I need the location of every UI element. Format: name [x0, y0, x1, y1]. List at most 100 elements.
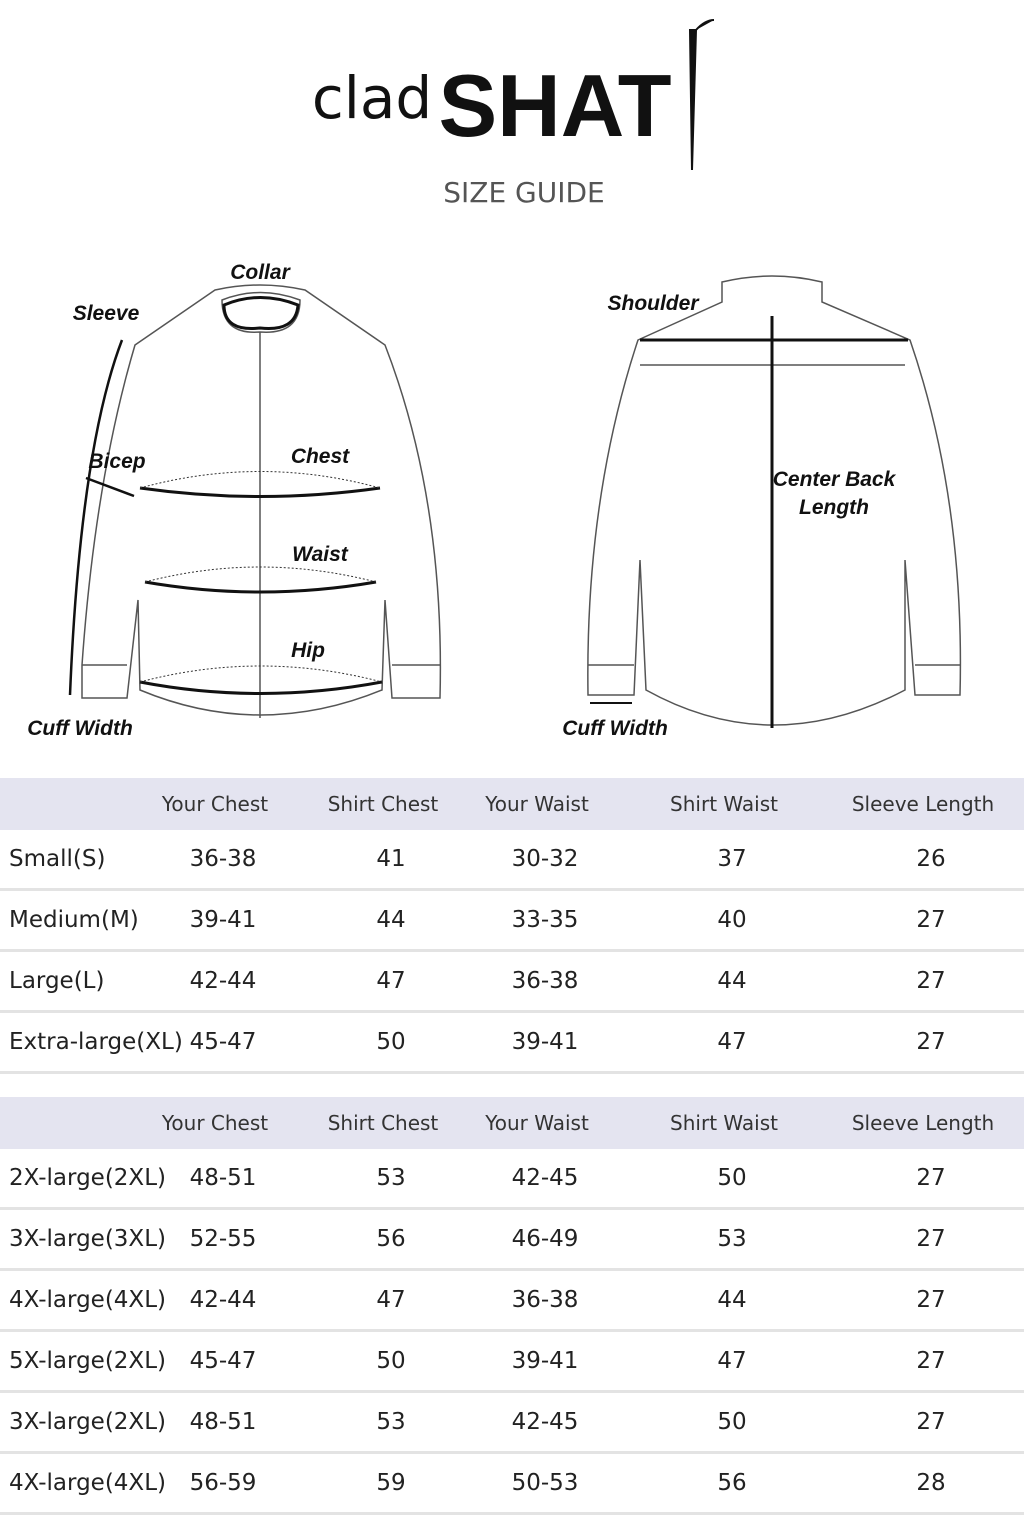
- header-and-diagram: clad SHAT SIZE GUIDE Collar Sleeve Bicep…: [27, 19, 962, 740]
- table-cell: 36-38: [511, 968, 579, 994]
- table-cell: 50: [376, 1348, 406, 1374]
- table-cell: 27: [916, 1409, 946, 1435]
- table-cell: 45-47: [189, 1029, 257, 1055]
- table-cell: 48-51: [189, 1409, 257, 1435]
- back-measures: [590, 316, 908, 728]
- shoulder-label: Shoulder: [607, 292, 700, 315]
- table-cell: 53: [376, 1165, 406, 1191]
- table-row: Small(S) 36-38 41 30-32 37 26: [0, 830, 1024, 891]
- table-row: 5X-large(2XL) 45-47 50 39-41 47 27: [0, 1332, 1024, 1393]
- chest-label: Chest: [291, 445, 350, 468]
- table-cell: 50: [376, 1029, 406, 1055]
- column-header: Your Waist: [485, 1111, 589, 1135]
- front-measures: [68, 296, 383, 696]
- table-cell: 59: [376, 1470, 406, 1496]
- hip-label: Hip: [291, 639, 325, 662]
- column-header: Your Chest: [161, 1111, 269, 1135]
- logo-light: clad: [312, 64, 432, 132]
- column-header: Your Waist: [485, 792, 589, 816]
- front-cuff-label: Cuff Width: [27, 717, 133, 740]
- table-cell: 27: [916, 1226, 946, 1252]
- column-header: Shirt Chest: [327, 792, 439, 816]
- table-cell: 28: [916, 1470, 946, 1496]
- size-name: 4X-large(4XL): [9, 1470, 166, 1496]
- column-header: Sleeve Length: [851, 1111, 995, 1135]
- table-row: 4X-large(4XL) 42-44 47 36-38 44 27: [0, 1271, 1024, 1332]
- table-cell: 53: [717, 1226, 747, 1252]
- table-cell: 42-45: [511, 1409, 579, 1435]
- table-cell: 46-49: [511, 1226, 579, 1252]
- column-header: Your Chest: [161, 792, 269, 816]
- bicep-label: Bicep: [88, 450, 145, 473]
- waist-label: Waist: [292, 543, 349, 566]
- size-name: Large(L): [9, 968, 105, 994]
- table-cell: 44: [717, 968, 747, 994]
- table-cell: 50: [717, 1165, 747, 1191]
- size-name: 5X-large(2XL): [9, 1348, 166, 1374]
- column-header: Shirt Waist: [670, 1111, 778, 1135]
- size-name: 3X-large(3XL): [9, 1226, 166, 1252]
- table-cell: 27: [916, 968, 946, 994]
- table-cell: 36-38: [189, 846, 257, 872]
- table-cell: 26: [916, 846, 946, 872]
- table-cell: 37: [717, 846, 747, 872]
- size-table: Your Chest Shirt Chest Your Waist Shirt Wai…: [0, 778, 1024, 1074]
- table-cell: 47: [376, 1287, 406, 1313]
- back-cuff-label: Cuff Width: [562, 717, 668, 740]
- table-cell: 53: [376, 1409, 406, 1435]
- table-cell: 47: [717, 1348, 747, 1374]
- table-row: Medium(M) 39-41 44 33-35 40 27: [0, 891, 1024, 952]
- column-header: Shirt Waist: [670, 792, 778, 816]
- table-row: 2X-large(2XL) 48-51 53 42-45 50 27: [0, 1149, 1024, 1210]
- table-cell: 36-38: [511, 1287, 579, 1313]
- back-shirt: [587, 275, 962, 726]
- table-cell: 39-41: [189, 907, 257, 933]
- table-header: Your Chest Shirt Chest Your Waist Shirt Wai…: [0, 1097, 1024, 1149]
- table-cell: 39-41: [511, 1029, 579, 1055]
- size-name: 2X-large(2XL): [9, 1165, 166, 1191]
- table-cell: 44: [376, 907, 406, 933]
- table-cell: 47: [717, 1029, 747, 1055]
- table-cell: 52-55: [189, 1226, 257, 1252]
- front-shirt: [81, 284, 442, 718]
- sleeve-label: Sleeve: [73, 302, 140, 325]
- table-cell: 27: [916, 1029, 946, 1055]
- center-back-label: Length: [799, 496, 869, 519]
- subtitle: SIZE GUIDE: [443, 176, 605, 209]
- table-cell: 33-35: [511, 907, 579, 933]
- collar-label: Collar: [230, 261, 291, 284]
- table-row: Extra-large(XL) 45-47 50 39-41 47 27: [0, 1013, 1024, 1074]
- center-back-label: Center Back: [773, 468, 897, 491]
- table-cell: 42-45: [511, 1165, 579, 1191]
- table-cell: 27: [916, 1165, 946, 1191]
- table-cell: 30-32: [511, 846, 579, 872]
- size-name: Small(S): [9, 846, 106, 872]
- front-dotted: [139, 471, 383, 683]
- table-cell: 27: [916, 1287, 946, 1313]
- size-name: Medium(M): [9, 907, 139, 933]
- table-cell: 42-44: [189, 968, 257, 994]
- size-name: 3X-large(2XL): [9, 1409, 166, 1435]
- column-header: Sleeve Length: [851, 792, 995, 816]
- table-cell: 56: [376, 1226, 406, 1252]
- logo-bold: SHAT: [438, 56, 671, 155]
- size-name: 4X-large(4XL): [9, 1287, 166, 1313]
- table-cell: 56: [717, 1470, 747, 1496]
- table-cell: 27: [916, 907, 946, 933]
- table-cell: 47: [376, 968, 406, 994]
- size-table: Your Chest Shirt Chest Your Waist Shirt Wai…: [0, 1097, 1024, 1515]
- table-cell: 48-51: [189, 1165, 257, 1191]
- size-name: Extra-large(XL): [9, 1029, 183, 1055]
- table-cell: 39-41: [511, 1348, 579, 1374]
- table-row: 4X-large(4XL) 56-59 59 50-53 56 28: [0, 1454, 1024, 1515]
- table-header: Your Chest Shirt Chest Your Waist Shirt Wai…: [0, 778, 1024, 830]
- table-cell: 40: [717, 907, 747, 933]
- table-cell: 50-53: [511, 1470, 579, 1496]
- table-cell: 50: [717, 1409, 747, 1435]
- column-header: Shirt Chest: [327, 1111, 439, 1135]
- table-row: 3X-large(2XL) 48-51 53 42-45 50 27: [0, 1393, 1024, 1454]
- table-cell: 41: [376, 846, 406, 872]
- table-row: Large(L) 42-44 47 36-38 44 27: [0, 952, 1024, 1013]
- table-cell: 45-47: [189, 1348, 257, 1374]
